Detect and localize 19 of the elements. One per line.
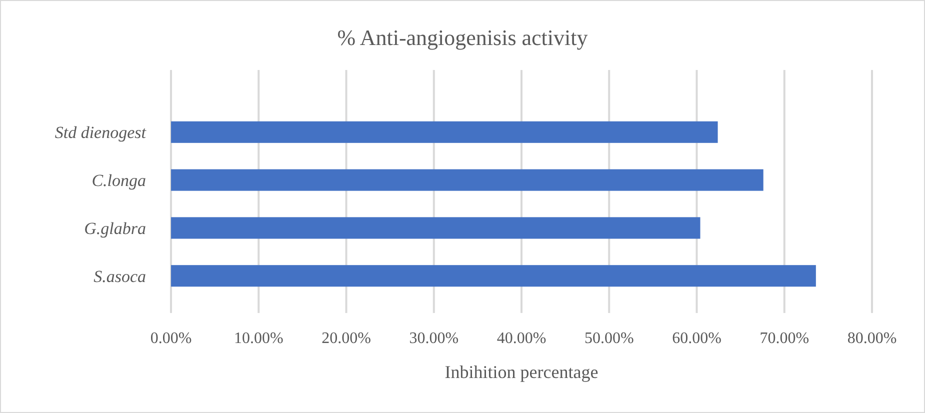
bar <box>171 217 700 239</box>
bar <box>171 169 764 191</box>
x-tick-label: 80.00% <box>847 330 897 347</box>
x-axis-title: Inbihition percentage <box>444 362 598 382</box>
y-tick-label: G.glabra <box>84 218 146 238</box>
x-tick-label: 0.00% <box>150 330 192 347</box>
x-tick-label: 30.00% <box>409 330 459 347</box>
bar <box>171 265 816 287</box>
x-tick-label: 60.00% <box>672 330 722 347</box>
chart-title: % Anti-angiogenisis activity <box>337 25 588 50</box>
x-tick-label: 20.00% <box>322 330 371 347</box>
x-tick-label: 50.00% <box>584 330 634 347</box>
y-tick-label: S.asoca <box>94 266 146 286</box>
x-tick-label: 40.00% <box>496 330 546 347</box>
x-tick-label: 70.00% <box>760 330 810 347</box>
y-tick-label: C.longa <box>92 170 146 190</box>
x-tick-label: 10.00% <box>234 330 284 347</box>
y-tick-label: Std dienogest <box>54 123 148 142</box>
bar <box>171 121 718 143</box>
